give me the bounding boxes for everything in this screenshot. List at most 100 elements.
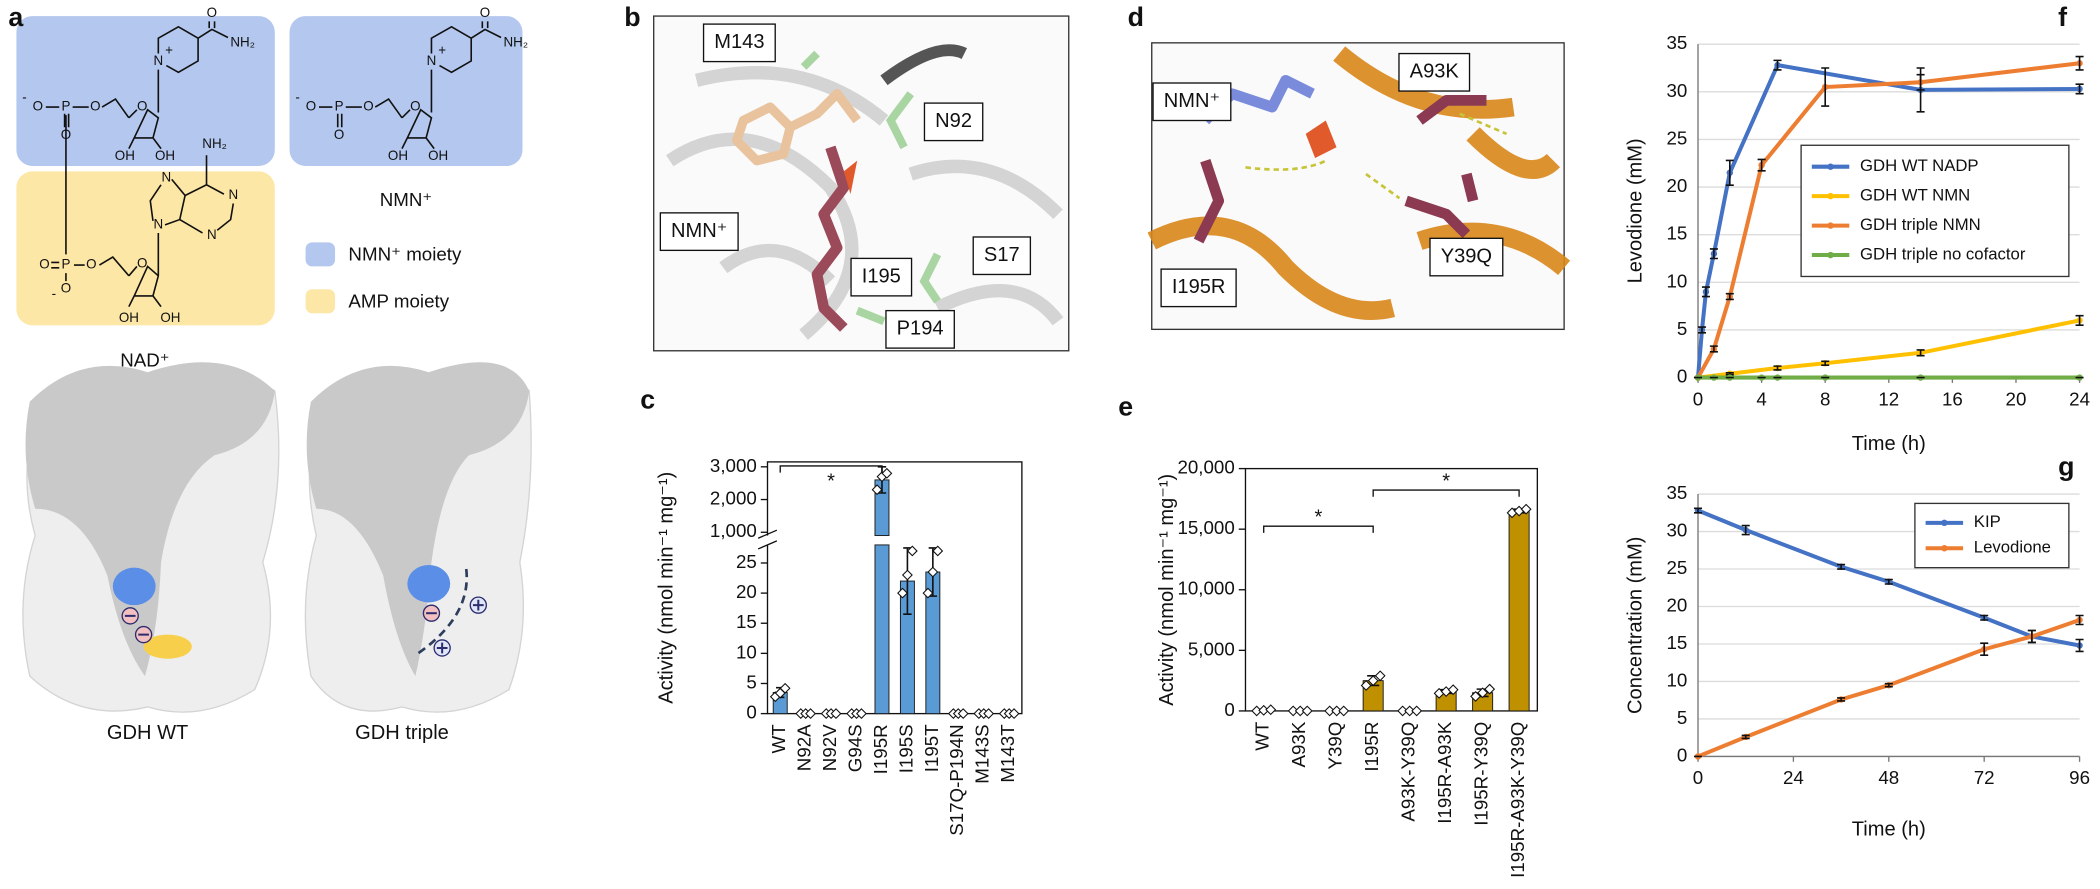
- x-tick-label: 24: [2069, 388, 2090, 409]
- atom-label: +: [438, 42, 446, 57]
- error-bar: [1701, 286, 1710, 298]
- atom-label: OH: [115, 148, 135, 163]
- replicate-point: [1470, 690, 1482, 702]
- error-bar: [1725, 159, 1734, 186]
- atom-label: O: [33, 99, 43, 114]
- error-bar: [1709, 248, 1718, 260]
- bar: [874, 544, 890, 715]
- surface-gdh-wt: [22, 362, 280, 713]
- replicate-point: [1301, 705, 1313, 717]
- y-axis-title: Activity (nmol min⁻¹ mg⁻¹): [655, 472, 677, 704]
- x-tick-label: 24: [1783, 767, 1804, 788]
- error-bar: [2027, 629, 2036, 644]
- legend-label: Levodione: [1974, 538, 2051, 557]
- replicate-point: [855, 708, 867, 720]
- y-tick-label: 20: [1666, 175, 1687, 196]
- atom-label: O: [363, 99, 373, 114]
- replicate-point: [1520, 503, 1532, 515]
- error-bar: [1837, 697, 1846, 702]
- y-tick-label: 15: [1666, 632, 1687, 653]
- atom-label: NH₂: [230, 34, 255, 49]
- residue-label: A93K: [1410, 61, 1460, 83]
- y-tick-label: 3,000: [710, 455, 757, 476]
- atom-label: O: [61, 281, 71, 296]
- y-tick-label: 30: [1666, 80, 1687, 101]
- atom-label: O: [306, 99, 316, 114]
- y-tick-label: 10: [1666, 270, 1687, 291]
- residue-label-box: [850, 257, 913, 297]
- replicate-point: [1411, 705, 1423, 717]
- atom-label: O: [410, 99, 420, 114]
- y-tick-label: 10,000: [1177, 578, 1234, 599]
- replicate-point: [1294, 705, 1306, 717]
- replicate-point: [906, 545, 918, 557]
- y-tick-label: 35: [1666, 482, 1687, 503]
- legend-label: GDH WT NADP: [1860, 156, 1979, 175]
- nad-bottom-structure: [51, 115, 235, 308]
- residue-label-box: [923, 102, 984, 142]
- replicate-point: [881, 467, 893, 479]
- replicate-point: [1374, 670, 1386, 682]
- atom-label: -: [52, 286, 56, 301]
- surface-label: GDH WT: [107, 722, 188, 744]
- replicate-point: [1360, 680, 1372, 691]
- structure-render-b: [653, 15, 1070, 352]
- residue-label: Y39Q: [1441, 245, 1492, 267]
- replicate-point: [1324, 705, 1336, 717]
- replicate-point: [1447, 684, 1459, 696]
- significance-bracket: [779, 465, 883, 473]
- y-tick-label: 0: [1224, 699, 1234, 720]
- surface-gdh-triple: [304, 362, 532, 713]
- legend-swatch-amp: [305, 289, 336, 314]
- atom-label: P: [61, 99, 70, 114]
- y-tick-label: 25: [736, 551, 757, 572]
- residue-label: NMN⁺: [671, 220, 727, 242]
- x-tick-label: I195R-Y39Q: [1471, 722, 1492, 826]
- error-bar: [1980, 642, 1989, 657]
- nmn-structure: [318, 21, 502, 150]
- atom-label: O: [39, 257, 49, 272]
- x-axis-title: Time (h): [1852, 433, 1926, 455]
- structure-name: NMN⁺: [380, 189, 433, 210]
- atom-label: OH: [119, 310, 139, 325]
- residue-label: NMN⁺: [1164, 90, 1220, 112]
- error-bar: [1916, 349, 1925, 357]
- x-tick-label: WT: [1252, 721, 1273, 751]
- legend-label: GDH triple NMN: [1860, 215, 1981, 234]
- replicate-point: [957, 708, 969, 720]
- x-tick-label: G94S: [844, 724, 865, 772]
- atom-label: P: [335, 99, 344, 114]
- residue-label: N92: [935, 110, 972, 132]
- replicate-point: [897, 587, 908, 599]
- panel-label: f: [2058, 2, 2067, 32]
- error-bar: [2075, 83, 2084, 95]
- atom-label: N: [228, 187, 238, 202]
- plot-frame: [766, 461, 1023, 715]
- atom-label: N: [207, 227, 217, 242]
- axis-title: e: [1118, 391, 1133, 421]
- surface-label: GDH triple: [355, 722, 449, 744]
- x-axis-title: Time (h): [1852, 818, 1926, 840]
- legend-swatch-marker: [1941, 519, 1948, 527]
- series-line: [1697, 318, 2080, 380]
- residue-label: P194: [897, 318, 944, 340]
- x-tick-label: M143T: [997, 724, 1018, 783]
- replicate-point: [805, 708, 816, 720]
- axis-break-gap: [759, 535, 776, 545]
- replicate-point: [1477, 687, 1489, 699]
- error-bar: [1709, 345, 1718, 353]
- y-tick-label: 20: [1666, 594, 1687, 615]
- axis-break-mark: [757, 529, 778, 550]
- replicate-point: [1287, 705, 1299, 717]
- y-tick-label: 30: [1666, 519, 1687, 540]
- error-bar: [1980, 614, 1989, 621]
- x-tick-label: 0: [1693, 767, 1703, 788]
- legend-label: NMN⁺ moiety: [348, 244, 462, 265]
- atom-label: N: [153, 53, 163, 68]
- legend-swatch-marker: [1941, 545, 1948, 552]
- residue-label-box: [1429, 237, 1504, 277]
- y-tick-label: 25: [1666, 127, 1687, 148]
- x-tick-label: I195S: [895, 724, 916, 773]
- x-tick-label: 12: [1878, 388, 1899, 409]
